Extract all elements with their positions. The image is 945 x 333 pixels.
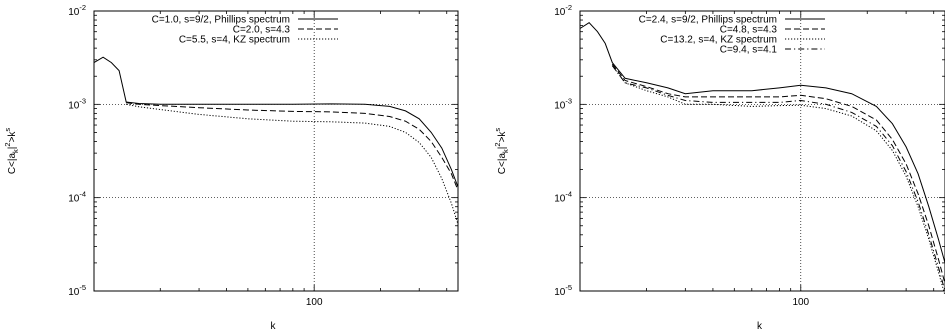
legend-label-2: C=13.2, s=4, KZ spectrum: [660, 35, 777, 46]
y-tick-label-0: 10-5: [68, 283, 86, 298]
series-line-1: [126, 102, 459, 191]
x-axis-label: k: [757, 321, 763, 332]
legend-label-0: C=1.0, s=9/2, Phillips spectrum: [152, 15, 290, 26]
x-axis-label: k: [271, 321, 277, 332]
y-axis-label: C<|ak|2>ks: [493, 128, 510, 175]
y-tick-label-3: 10-2: [68, 3, 86, 18]
legend-label-1: C=2.0, s=4.3: [233, 25, 291, 36]
legend-label-1: C=4.8, s=4.3: [720, 25, 778, 36]
series-line-1: [611, 63, 945, 284]
x-tick-label-0: 100: [306, 297, 323, 308]
y-axis-label: C<|ak|2>ks: [3, 128, 20, 175]
series-line-2: [611, 65, 945, 296]
legend-label-3: C=9.4, s=4.1: [720, 45, 778, 56]
series-line-0: [93, 56, 459, 188]
y-tick-label-2: 10-3: [554, 96, 572, 111]
plot-frame: [93, 10, 459, 292]
legend-label-0: C=2.4, s=9/2, Phillips spectrum: [639, 15, 777, 26]
y-tick-label-0: 10-5: [554, 283, 572, 298]
series-line-3: [611, 65, 945, 292]
y-tick-label-1: 10-4: [68, 190, 86, 205]
series-line-0: [579, 22, 945, 264]
plot-frame: [579, 10, 945, 292]
y-tick-label-1: 10-4: [554, 190, 572, 205]
left-chart-panel: 10-5 10-4 10-3 10-2 100 k C<|ak|2>ks C=1.0, s=9…: [3, 3, 459, 332]
series-line-2: [126, 103, 459, 225]
right-chart-panel: 10-5 10-4 10-3 10-2 100 k C<|ak|2>ks C=2.4, s=9…: [493, 3, 945, 332]
y-tick-label-2: 10-3: [68, 96, 86, 111]
legend-label-2: C=5.5, s=4, KZ spectrum: [179, 35, 290, 46]
y-tick-label-3: 10-2: [554, 3, 572, 18]
x-tick-label-0: 100: [792, 297, 809, 308]
